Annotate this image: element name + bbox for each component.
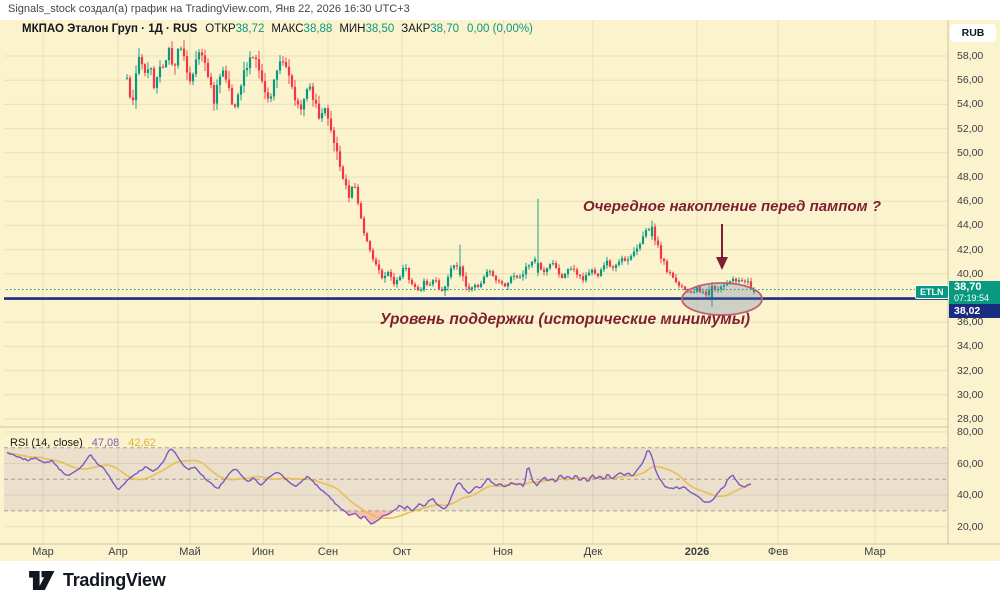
support-price-badge: 38,02 — [949, 304, 1000, 318]
annotation-accumulation-text[interactable]: Очередное накопление перед пампом ? — [583, 198, 881, 215]
rsi-value: 47,08 — [91, 437, 120, 449]
rsi-axis-label: 80,00 — [957, 426, 984, 438]
time-axis-label: Май — [179, 546, 201, 558]
tradingview-brand-text: TradingView — [63, 570, 166, 590]
time-axis-label: Дек — [583, 546, 603, 558]
ohlc-item: ЗАКР38,70 — [401, 23, 460, 35]
price-axis-label: 32,00 — [957, 364, 984, 377]
change-value: 0,00 (0,00%) — [467, 23, 533, 35]
footer-bar: TradingView — [0, 561, 1000, 602]
tradingview-logo-icon — [29, 570, 55, 591]
price-axis-label: 42,00 — [957, 243, 984, 256]
time-axis-label: 2026 — [684, 546, 710, 558]
bar-countdown: 07:19:54 — [954, 292, 990, 303]
annotation-support-text[interactable]: Уровень поддержки (исторические минимумы… — [379, 311, 751, 328]
share-bar: Signals_stock создал(а) график на Tradin… — [0, 0, 1000, 20]
time-axis-label: Апр — [108, 546, 128, 558]
price-axis-label: 50,00 — [957, 146, 984, 159]
price-axis-label: 56,00 — [957, 74, 984, 87]
rsi-ma-value: 42,62 — [128, 437, 156, 449]
price-axis-label: 48,00 — [957, 171, 984, 183]
ohlc-item: МАКС38,88 — [271, 23, 333, 35]
time-axis-label: Мар — [32, 546, 54, 558]
price-axis-label: 28,00 — [957, 413, 984, 425]
current-price-badge: 38,70 07:19:54 — [949, 281, 1000, 304]
rsi-legend[interactable]: RSI (14, close) 47,08 42,62 — [10, 437, 156, 449]
time-axis-label: Окт — [392, 546, 412, 558]
price-axis-label: 58,00 — [957, 50, 984, 62]
current-price-value: 38,70 — [954, 281, 982, 293]
price-axis-label: 30,00 — [957, 388, 984, 401]
time-axis-label: Мар — [864, 546, 886, 558]
currency-button[interactable]: RUB — [950, 24, 996, 42]
time-axis-label: Июн — [251, 546, 275, 558]
ohlc-item: МИН38,50 — [339, 23, 395, 35]
share-bar-text: Signals_stock создал(а) график на Tradin… — [8, 3, 410, 15]
price-axis-label: 52,00 — [957, 122, 984, 135]
rsi-axis-label: 60,00 — [957, 457, 984, 470]
rsi-axis-label: 40,00 — [957, 489, 984, 502]
symbol-title[interactable]: МКПАО Эталон Груп · 1Д · RUS — [22, 23, 198, 35]
price-axis-label: 54,00 — [957, 98, 984, 111]
price-axis-label: 34,00 — [957, 340, 984, 353]
price-axis-label: 40,00 — [957, 267, 984, 280]
rsi-label: RSI (14, close) — [10, 437, 83, 449]
time-axis-label: Сен — [317, 546, 339, 558]
ohlc-values: ОТКР38,72 МАКС38,88 МИН38,50 ЗАКР38,70 — [205, 23, 459, 35]
ticker-price-tag: ETLN — [915, 285, 949, 299]
tradingview-logo[interactable]: TradingView — [28, 570, 166, 591]
ohlc-item: ОТКР38,72 — [205, 23, 265, 35]
symbol-legend[interactable]: МКПАО Эталон Груп · 1Д · RUS ОТКР38,72 МА… — [22, 23, 533, 35]
time-axis-label: Фев — [767, 546, 789, 558]
price-axis-label: 36,00 — [957, 316, 984, 329]
time-axis-label: Ноя — [492, 546, 514, 558]
price-axis-label: 44,00 — [957, 219, 984, 232]
price-axis-label: 46,00 — [957, 195, 984, 208]
rsi-axis-label: 20,00 — [957, 520, 984, 533]
